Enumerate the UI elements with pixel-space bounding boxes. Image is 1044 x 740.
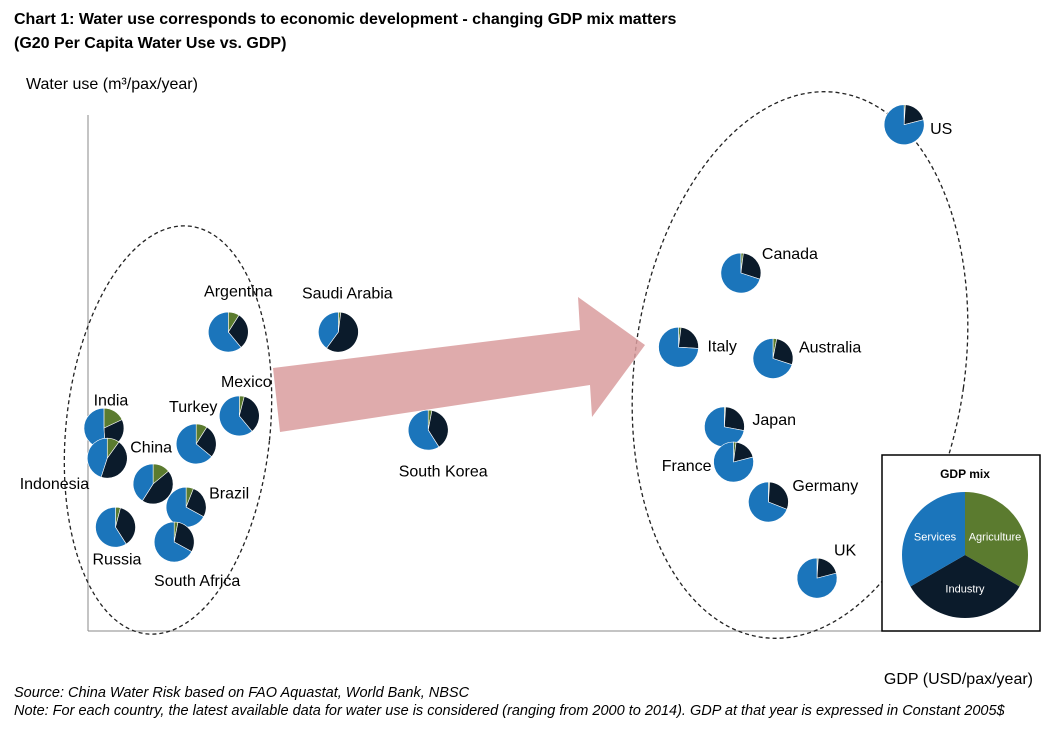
pie-wedge [748, 481, 788, 523]
pie-wedge [713, 441, 754, 483]
pie-wedge [219, 395, 253, 437]
pie-wedge [238, 396, 260, 432]
pie-wedge [965, 492, 1029, 587]
point-label: China [130, 439, 172, 456]
pie-wedge [195, 426, 217, 458]
legend-label: Services [914, 532, 957, 544]
pie-wedge [704, 406, 745, 448]
pie-wedge [883, 104, 925, 145]
pie-wedge [720, 252, 761, 294]
pie-wedge [796, 557, 838, 599]
pie-wedge [227, 314, 249, 348]
pie-wedge [86, 437, 108, 478]
pie-wedge [175, 423, 213, 465]
trend-arrow [273, 297, 645, 432]
point-label: France [662, 458, 712, 475]
chart-title: Chart 1: Water use corresponds to econom… [14, 11, 676, 28]
legend-label: Agriculture [969, 532, 1022, 544]
legend-title: GDP mix [940, 467, 990, 481]
point-label: Mexico [221, 374, 272, 391]
point-label: Japan [752, 412, 796, 429]
pie-wedge [208, 311, 242, 353]
notes: Source: China Water Risk based on FAO Aq… [14, 684, 1039, 720]
point-label: Argentina [204, 283, 273, 300]
pie-wedge [165, 486, 205, 528]
point-label: Canada [762, 246, 818, 263]
pie-wedge [95, 506, 127, 548]
point-label: Brazil [209, 485, 249, 502]
pie-wedge [407, 409, 440, 451]
point-label: Germany [792, 478, 858, 495]
point-label: Indonesia [20, 476, 89, 493]
pie-wedge [173, 521, 195, 553]
x-axis-label: GDP (USD/pax/year) [884, 671, 1033, 688]
pie-wedge [318, 311, 339, 349]
pie-wedge [772, 338, 794, 366]
point-label: UK [834, 542, 857, 559]
point-label: India [94, 392, 129, 409]
point-label: Italy [708, 338, 737, 355]
pie-wedge [768, 481, 789, 510]
point-label: Russia [93, 551, 142, 568]
pie-wedge [153, 521, 193, 563]
pie-wedge [141, 470, 174, 505]
note: Note: For each country, the latest avail… [14, 703, 1005, 719]
cluster-outline [63, 225, 273, 635]
pie-wedge [678, 327, 699, 349]
pie-wedge [100, 441, 128, 479]
chart-subtitle: (G20 Per Capita Water Use vs. GDP) [14, 35, 286, 52]
pie-wedge [740, 252, 762, 280]
point-label: Australia [799, 340, 861, 357]
pie-wedge [326, 311, 359, 353]
point-label: US [930, 121, 952, 138]
pie-wedge [132, 463, 154, 502]
y-axis-label: Water use (m³/pax/year) [26, 76, 198, 93]
marks: US Canada Italy Australia Japan France Germany… [20, 104, 952, 599]
pie-wedge [752, 338, 793, 379]
source: Source: China Water Risk based on FAO Aq… [14, 685, 470, 701]
pie-wedge [724, 406, 745, 431]
pie-wedge [902, 492, 965, 587]
point-label: South Africa [154, 573, 240, 590]
point-label: Turkey [169, 399, 217, 416]
legend-label: Industry [945, 584, 985, 596]
point-label: South Korea [399, 463, 488, 480]
pie-wedge [658, 326, 699, 368]
point-label: Saudi Arabia [302, 285, 393, 302]
legend: Agriculture Industry Services [902, 492, 1029, 619]
